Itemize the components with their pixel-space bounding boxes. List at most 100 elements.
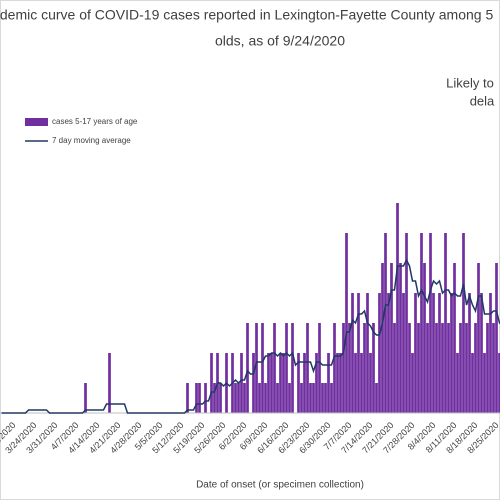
bar (462, 233, 465, 413)
bar (363, 323, 366, 413)
bar (279, 353, 282, 413)
bar (270, 353, 273, 413)
bar (405, 233, 408, 413)
bar (426, 323, 429, 413)
bar (309, 383, 312, 413)
chart-title: idemic curve of COVID-19 cases reported … (0, 7, 493, 23)
legend-swatch (25, 118, 48, 126)
bar (375, 383, 378, 413)
bar (315, 353, 318, 413)
bar (234, 383, 237, 413)
bar (468, 293, 471, 413)
bar (318, 323, 321, 413)
bar (378, 293, 381, 413)
bar (354, 353, 357, 413)
bar (276, 383, 279, 413)
bar (390, 263, 393, 413)
bar (327, 353, 330, 413)
bar (237, 383, 240, 413)
bar (456, 353, 459, 413)
bar (387, 293, 390, 413)
bar (273, 323, 276, 413)
bar (324, 383, 327, 413)
bar (372, 323, 375, 413)
bar (381, 263, 384, 413)
bar (267, 353, 270, 413)
bar (474, 323, 477, 413)
bar (339, 353, 342, 413)
bar (204, 383, 207, 413)
bar (108, 353, 111, 413)
bar (84, 383, 87, 413)
bar (303, 353, 306, 413)
bar (420, 233, 423, 413)
bar (306, 323, 309, 413)
bar (438, 293, 441, 413)
bar (495, 263, 498, 413)
bar (291, 323, 294, 413)
annotation: dela (470, 93, 495, 108)
bar (489, 293, 492, 413)
bar (465, 323, 468, 413)
bar (213, 383, 216, 413)
bar (255, 323, 258, 413)
bar (369, 353, 372, 413)
bar (198, 383, 201, 413)
bar (261, 323, 264, 413)
bar (450, 293, 453, 413)
bar (477, 263, 480, 413)
bar (414, 293, 417, 413)
bar (246, 323, 249, 413)
x-axis-title: Date of onset (or specimen collection) (196, 480, 364, 491)
bar (441, 323, 444, 413)
bar (195, 383, 198, 413)
bar (288, 383, 291, 413)
bar (285, 323, 288, 413)
bar (486, 323, 489, 413)
bar (444, 233, 447, 413)
bar (186, 383, 189, 413)
bar (366, 293, 369, 413)
bar (210, 353, 213, 413)
bar (384, 233, 387, 413)
bar (429, 233, 432, 413)
bar (252, 353, 255, 413)
bar (312, 383, 315, 413)
bar (336, 353, 339, 413)
annotation: Likely to (446, 75, 494, 90)
bar (393, 323, 396, 413)
chart-subtitle: olds, as of 9/24/2020 (215, 33, 345, 49)
bar (402, 293, 405, 413)
bar (330, 383, 333, 413)
bar (408, 323, 411, 413)
bar (342, 323, 345, 413)
bar (399, 263, 402, 413)
bar (411, 353, 414, 413)
legend-label: cases 5-17 years of age (52, 117, 138, 126)
bar (219, 383, 222, 413)
bar (282, 353, 285, 413)
bar (432, 293, 435, 413)
bar (480, 293, 483, 413)
bar (240, 353, 243, 413)
bar (333, 323, 336, 413)
bar (297, 353, 300, 413)
bar (396, 203, 399, 413)
bar (357, 293, 360, 413)
bar (459, 323, 462, 413)
bar (483, 353, 486, 413)
bar (300, 383, 303, 413)
bar (321, 383, 324, 413)
bar (417, 323, 420, 413)
bar (345, 233, 348, 413)
bar (492, 323, 495, 413)
moving-average-line (1, 258, 500, 414)
legend-label: 7 day moving average (52, 136, 131, 145)
bar (348, 323, 351, 413)
bar (471, 353, 474, 413)
bar (264, 383, 267, 413)
bar (498, 353, 500, 413)
bar (243, 383, 246, 413)
